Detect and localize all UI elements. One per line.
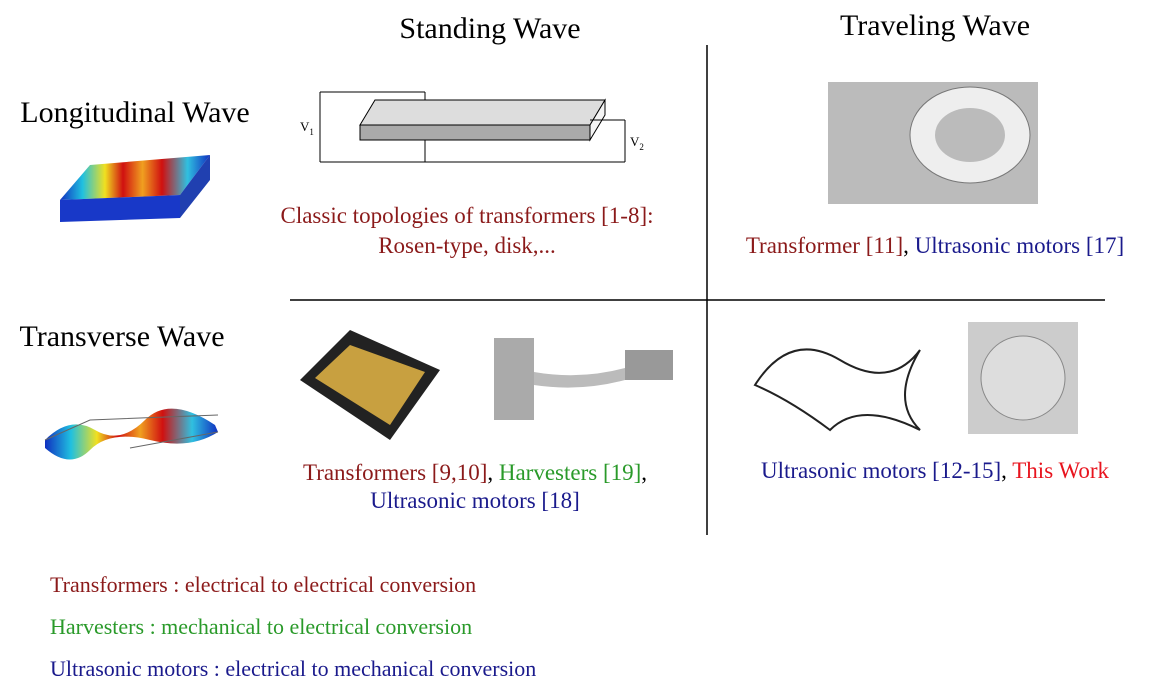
text-run: ,	[641, 460, 647, 485]
beam-wall	[494, 338, 534, 420]
column-header: Standing Wave	[399, 12, 580, 45]
schematic-label: V1	[300, 119, 314, 137]
schematic-label: V2	[630, 134, 644, 152]
motor-disk	[980, 335, 1066, 421]
longitudinal-wave-image	[60, 155, 210, 222]
cell-text: Classic topologies of transformers [1-8]…	[280, 203, 653, 228]
transverse-wave-image	[44, 408, 219, 460]
text-run: Classic topologies of transformers [1-8]…	[280, 203, 653, 228]
label-main: V	[300, 119, 310, 134]
row-header: Longitudinal Wave	[20, 96, 249, 129]
chip-core	[315, 345, 425, 425]
text-run: ,	[487, 460, 499, 485]
column-header: Traveling Wave	[840, 9, 1030, 42]
cell-text: Transformer [11], Ultrasonic motors [17]	[746, 233, 1124, 258]
text-run: Rosen-type, disk,...	[378, 233, 556, 258]
cell-text: Transformers [9,10], Harvesters [19],	[303, 460, 647, 485]
label-sub: 2	[639, 142, 644, 152]
text-run: ,	[1001, 458, 1012, 483]
text-run: Harvesters [19]	[499, 460, 641, 485]
text-run: ,	[903, 233, 915, 258]
cell-text: Rosen-type, disk,...	[378, 233, 556, 258]
legend-entry: Ultrasonic motors : electrical to mechan…	[50, 656, 536, 679]
beam-mass	[625, 350, 673, 380]
cell-text: Ultrasonic motors [12-15], This Work	[761, 458, 1110, 483]
text-run: Transformers [9,10]	[303, 460, 487, 485]
text-run: Ultrasonic motors [12-15]	[761, 458, 1001, 483]
ring-hole	[935, 108, 1005, 162]
text-run: Ultrasonic motors [18]	[370, 488, 580, 513]
rosen-schematic	[319, 91, 626, 163]
beam	[534, 368, 625, 388]
text-run: Ultrasonic motors [17]	[915, 233, 1125, 258]
wave-mesh	[753, 348, 921, 432]
text-run: Transformer [11]	[746, 233, 903, 258]
label-sub: 1	[309, 127, 314, 137]
row-header: Transverse Wave	[19, 320, 224, 353]
legend-entry: Transformers : electrical to electrical …	[50, 572, 476, 597]
legend-entry: Harvesters : mechanical to electrical co…	[50, 614, 472, 639]
text-run: This Work	[1012, 458, 1109, 483]
label-main: V	[630, 134, 640, 149]
cell-text: Ultrasonic motors [18]	[370, 488, 580, 513]
